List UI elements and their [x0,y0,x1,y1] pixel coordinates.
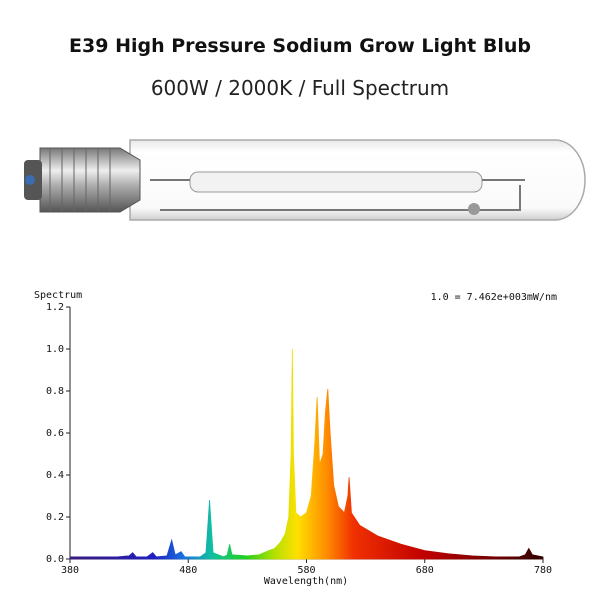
x-tick-label: 680 [416,565,434,576]
y-tick-label: 0.6 [46,428,64,439]
subtitle: 600W / 2000K / Full Spectrum [151,76,449,100]
y-tick-label: 0.4 [46,470,64,481]
x-tick-label: 480 [179,565,197,576]
x-axis-label: Wavelength(nm) [264,576,348,587]
y-tick-label: 0.8 [46,386,64,397]
annotation: 1.0 = 7.462e+003mW/nm [431,292,557,303]
y-tick-label: 1.0 [46,344,64,355]
x-tick-label: 380 [61,565,79,576]
bulb-illustration [24,139,586,221]
title: E39 High Pressure Sodium Grow Light Blub [69,35,531,57]
x-tick-label: 580 [297,565,315,576]
spectrum-area [69,348,544,560]
y-tick-label: 0.2 [46,512,64,523]
spectrum-chart: Spectrum Wavelength(nm) 1.0 = 7.462e+003… [34,290,557,587]
y-axis-label: Spectrum [34,290,82,301]
x-tick-label: 780 [534,565,552,576]
y-tick-label: 0.0 [46,554,64,565]
y-tick-label: 1.2 [46,302,64,313]
